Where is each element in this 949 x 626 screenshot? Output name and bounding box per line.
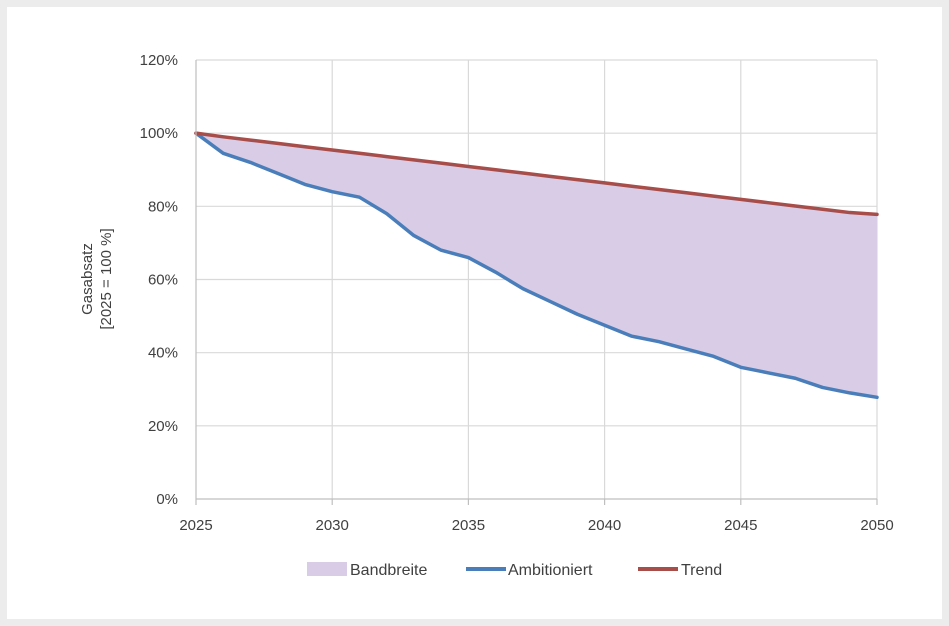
series-line-ambitioniert: [194, 131, 879, 400]
band-area-bandbreite: [196, 133, 877, 398]
y-tick-label: 60%: [148, 272, 178, 289]
series-layer: [194, 131, 879, 400]
y-axis-label-line2: [2025 = 100 %]: [98, 228, 115, 329]
legend-label-trend: Trend: [681, 562, 722, 579]
y-tick-label: 80%: [148, 198, 178, 215]
legend: Bandbreite Ambitioniert Trend: [307, 562, 722, 579]
y-tick-label: 20%: [148, 418, 178, 435]
tick-layer: 0% 20% 40% 60% 80% 100% 120% 2025 2030 2035 2040 20…: [140, 52, 894, 534]
y-tick-label: 120%: [140, 52, 178, 69]
x-tick-label: 2050: [860, 517, 893, 534]
x-tick-label: 2030: [316, 517, 349, 534]
y-tick-label: 40%: [148, 345, 178, 362]
x-tick-label: 2040: [588, 517, 621, 534]
x-tick-label: 2025: [179, 517, 212, 534]
legend-swatch-bandbreite: [307, 562, 347, 576]
x-tick-label: 2045: [724, 517, 757, 534]
y-axis-label-line1: Gasabsatz: [79, 243, 96, 315]
band-layer: [196, 133, 877, 398]
axis-layer: [195, 60, 878, 505]
series-line-trend: [194, 131, 879, 217]
x-tick-label: 2035: [452, 517, 485, 534]
legend-label-ambitioniert: Ambitioniert: [508, 562, 593, 579]
y-tick-label: 0%: [156, 491, 178, 508]
y-tick-label: 100%: [140, 125, 178, 142]
legend-label-bandbreite: Bandbreite: [350, 562, 427, 579]
